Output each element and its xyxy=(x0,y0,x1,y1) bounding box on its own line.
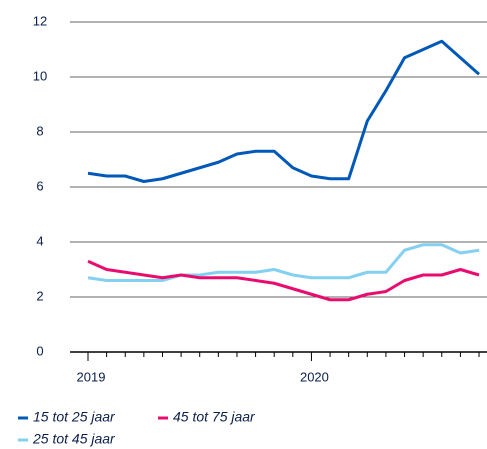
x-tick-label: 2020 xyxy=(300,369,329,384)
legend-label: 45 tot 75 jaar xyxy=(173,409,256,425)
y-tick-label: 4 xyxy=(36,233,43,248)
x-tick-label: 2019 xyxy=(77,369,106,384)
y-tick-label: 6 xyxy=(36,178,43,193)
y-tick-label: 10 xyxy=(33,68,47,83)
y-tick-label: 0 xyxy=(36,343,43,358)
y-tick-label: 8 xyxy=(36,123,43,138)
series-line xyxy=(87,243,480,282)
legend-label: 25 tot 45 jaar xyxy=(32,431,116,447)
legend-label: 15 tot 25 jaar xyxy=(33,409,116,425)
series-line xyxy=(87,39,481,183)
y-tick-label: 2 xyxy=(36,288,43,303)
series-line xyxy=(87,259,480,302)
y-tick-label: 12 xyxy=(33,13,47,28)
